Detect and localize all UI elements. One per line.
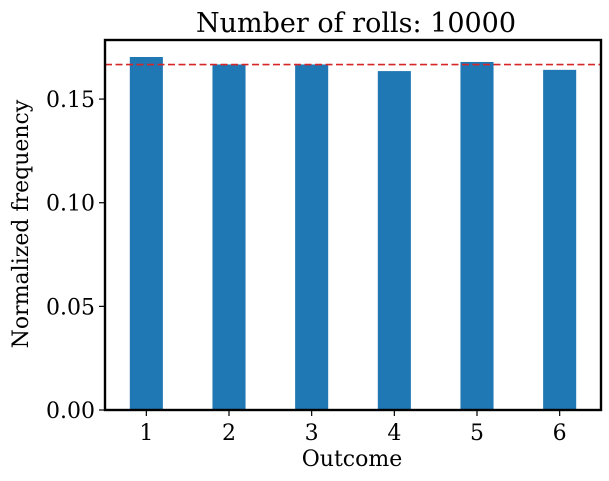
bar-outcome-6: [543, 69, 577, 410]
y-tick-label: 0.15: [46, 88, 95, 113]
bar-outcome-2: [212, 64, 246, 410]
x-tick-label: 3: [305, 421, 319, 446]
bar-outcome-1: [129, 56, 163, 411]
bar-outcome-3: [295, 64, 329, 410]
y-axis: 0.00 0.05 0.10 0.15: [46, 88, 105, 424]
x-tick-label: 1: [139, 421, 153, 446]
x-tick-label: 4: [387, 421, 401, 446]
x-axis-label: Outcome: [302, 447, 403, 472]
x-axis: 1 2 3 4 5 6: [139, 410, 567, 446]
bar-outcome-5: [460, 61, 494, 411]
y-tick-label: 0.05: [46, 295, 95, 320]
x-tick-label: 2: [222, 421, 236, 446]
x-tick-label: 6: [553, 421, 567, 446]
bar-outcome-4: [377, 71, 411, 410]
plot-frame: [103, 38, 603, 412]
x-tick-label: 5: [470, 421, 484, 446]
chart-title: Number of rolls: 10000: [196, 8, 516, 39]
bars-group: [129, 56, 577, 411]
y-tick-label: 0.00: [46, 399, 95, 424]
y-tick-label: 0.10: [46, 192, 95, 217]
y-axis-label: Normalized frequency: [9, 99, 34, 348]
